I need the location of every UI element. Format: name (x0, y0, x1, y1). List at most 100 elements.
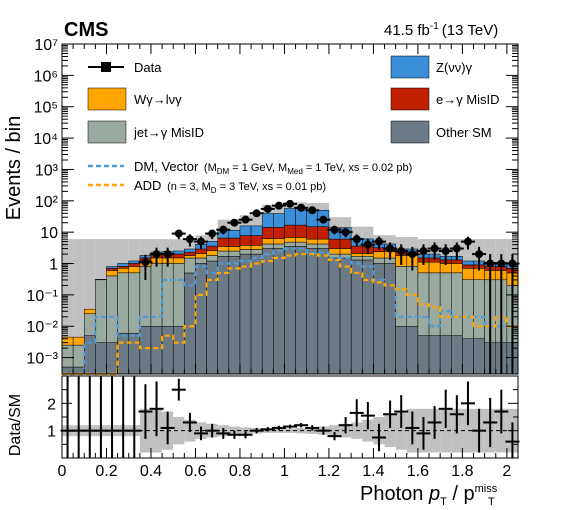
data-point-marker (230, 218, 239, 227)
y-tick-label-main: 10³ (35, 162, 59, 179)
data-point (171, 229, 186, 240)
data-point-marker (408, 250, 417, 259)
data-point-marker (297, 203, 306, 212)
stack-bar-zvv (206, 241, 218, 247)
legend-label-wg: Wγ→lνγ (134, 92, 182, 107)
data-point (216, 225, 231, 235)
data-point-marker (197, 237, 206, 246)
data-point (472, 246, 487, 271)
band-bin (73, 239, 85, 374)
ratio-point (271, 425, 286, 431)
band-bin (228, 219, 240, 240)
stack-bar-other (128, 332, 141, 375)
data-point (438, 244, 453, 265)
data-point-marker (374, 237, 383, 246)
stack-bar-other (273, 248, 285, 375)
ratio-band-bin (384, 414, 396, 448)
data-point (360, 239, 375, 255)
ratio-band-bin (273, 428, 285, 433)
legend-add-detail-end: = 3 TeV, xs = 0.01 pb) (217, 181, 326, 193)
x-tick-label: 1.8 (451, 463, 473, 480)
stack-bar-other (350, 259, 363, 375)
stack-bar-other (451, 335, 463, 375)
ratio-point (460, 381, 475, 426)
ratio-point (238, 431, 253, 439)
stack-bar-jet (261, 243, 274, 249)
stack-bar-other (306, 248, 319, 375)
ratio-point (138, 384, 153, 439)
data-point-marker (363, 240, 372, 249)
band-bin (462, 239, 474, 271)
stack-bar-other (339, 257, 352, 375)
stack-bar-eg (172, 253, 185, 259)
data-point (316, 215, 331, 224)
data-point-marker (219, 225, 228, 234)
x-tick-label: 0.8 (229, 463, 251, 480)
data-point-marker (252, 209, 261, 218)
data-point (249, 209, 264, 218)
ratio-point (327, 432, 342, 441)
stack-bar-eg (217, 237, 230, 247)
x-tick-label: 0.6 (184, 463, 206, 480)
ratio-point (394, 395, 409, 428)
stack-bar-other (239, 253, 252, 375)
ratio-band-bin (362, 419, 374, 442)
stack-bar-other (395, 325, 408, 375)
data-point (194, 236, 209, 250)
legend-label-data: Data (134, 60, 162, 75)
band-bin (273, 204, 285, 220)
ratio-point (438, 389, 453, 428)
ratio-point (483, 397, 498, 448)
legend-entry-wg: Wγ→lνγ (87, 87, 182, 111)
x-tick-label: 1.6 (407, 463, 429, 480)
y-tick-label-main: 10² (35, 194, 59, 211)
stack-bar-other (250, 253, 263, 375)
x-title-miss-sub: T (488, 496, 495, 508)
legend-label-dm: DM, Vector (MDM = 1 GeV, MMed = 1 TeV, x… (134, 159, 412, 176)
stack-bar-wg (428, 261, 441, 274)
y-axis-title-ratio: Data/SM (7, 394, 24, 456)
stack-bar-wg (184, 255, 196, 259)
ratio-points (60, 376, 520, 458)
stack-bar-wg (261, 238, 274, 245)
stack-bar-jet (273, 243, 285, 249)
stack-bar-eg (295, 224, 307, 238)
data-points (138, 199, 520, 374)
y-axis-title-main: Events / bin (3, 116, 25, 221)
stack-bar-eg (339, 238, 352, 249)
ratio-point (127, 376, 142, 458)
x-tick-label: 2 (502, 463, 511, 480)
data-point (271, 201, 286, 210)
stack-bar-wg (350, 253, 363, 257)
y-tick-label-ratio: 2 (47, 396, 56, 413)
ratio-point (427, 406, 442, 439)
data-point-marker (430, 244, 439, 253)
y-tick-label-main: 10⁷ (34, 37, 58, 54)
data-point-marker (441, 247, 450, 256)
axis-ticks (61, 43, 518, 459)
ratio-point (505, 422, 520, 458)
stack-bar-jet (439, 272, 452, 336)
data-point (394, 244, 409, 265)
ratio-point (205, 423, 220, 438)
stack-bar-other (284, 246, 296, 375)
x-axis-title: Photon pT / pmiss (360, 483, 498, 508)
x-title-miss-sup: miss (475, 483, 498, 495)
data-point-marker (330, 225, 339, 234)
data-point (383, 242, 398, 260)
stack-bar-jet (95, 279, 107, 343)
stack-bar-wg (128, 266, 141, 274)
stack-bar-wg (306, 238, 319, 245)
stack-bar-jet (206, 255, 218, 262)
stack-bar-other (317, 248, 330, 375)
x-tick-label: 1.4 (362, 463, 384, 480)
stack-bar-eg (239, 235, 252, 246)
data-point (349, 234, 364, 247)
stack-bar-jet (239, 249, 252, 255)
experiment-label: CMS (64, 19, 108, 41)
x-title-photon: Photon (360, 483, 429, 505)
legend-label-eg: e→γ MisID (436, 92, 500, 107)
y-tick-label-main: 10 (40, 225, 58, 242)
stack-bar-eg (462, 264, 474, 269)
